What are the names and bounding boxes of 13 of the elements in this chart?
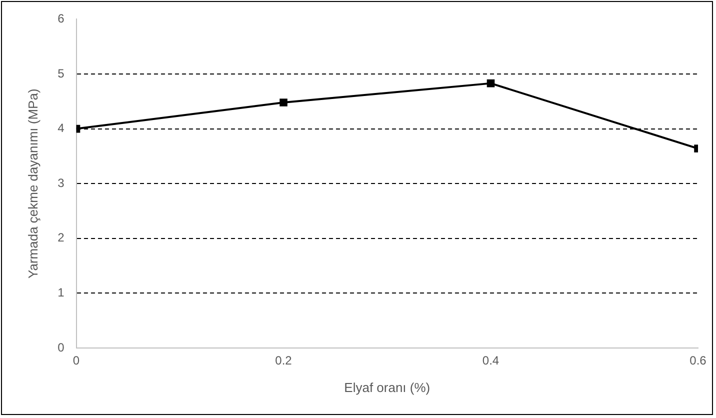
y-tick-label: 0: [58, 340, 65, 354]
y-tick-label: 1: [58, 286, 65, 300]
x-tick-label: 0.2: [275, 354, 292, 368]
y-tick-label: 4: [58, 121, 65, 136]
y-tick-label: 2: [58, 230, 65, 245]
x-axis-title: Elyaf oranı (%): [344, 380, 430, 395]
y-tick-label: 5: [58, 66, 65, 80]
y-tick-label: 3: [58, 176, 65, 190]
x-tick-label: 0.6: [690, 354, 707, 368]
x-tick-label: 0.4: [482, 354, 500, 368]
x-tick-label: 0: [72, 354, 80, 368]
y-tick-label: 6: [58, 12, 65, 26]
y-axis-title: Yarmada çekme dayanımı (MPa): [25, 88, 40, 278]
